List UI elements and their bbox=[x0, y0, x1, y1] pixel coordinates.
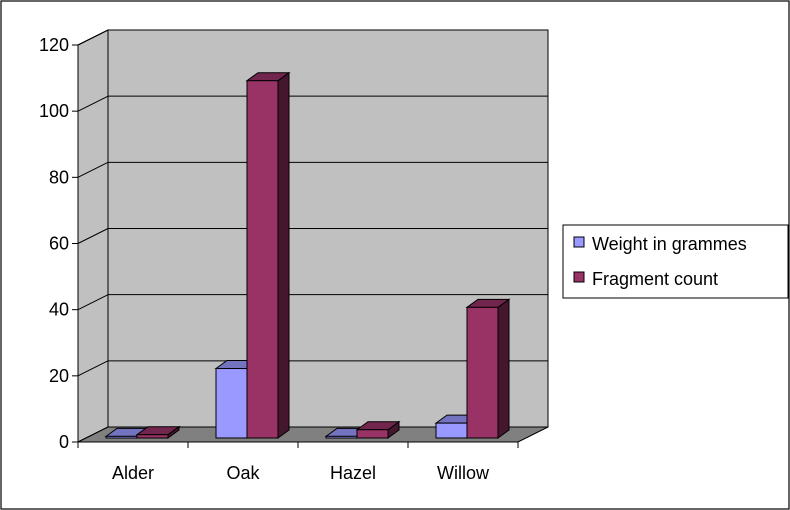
bar-fragment-count-oak bbox=[245, 71, 291, 439]
x-tick-label: Willow bbox=[437, 463, 490, 483]
bar-front-face bbox=[136, 434, 169, 439]
x-tick-label: Hazel bbox=[330, 463, 376, 483]
gridline-side bbox=[77, 360, 109, 377]
y-tick-label: 20 bbox=[49, 366, 69, 386]
bar-front-face bbox=[325, 435, 358, 439]
y-tick-label: 80 bbox=[49, 167, 69, 187]
legend-label-weight: Weight in grammes bbox=[592, 234, 747, 254]
y-tick-label: 0 bbox=[59, 432, 69, 452]
legend-swatch-fragment bbox=[573, 271, 585, 283]
legend: Weight in grammes Fragment count bbox=[562, 224, 789, 299]
gridline-side bbox=[77, 161, 109, 178]
bar-front-face bbox=[356, 429, 389, 439]
y-tick-label: 100 bbox=[39, 101, 69, 121]
gridline-side bbox=[77, 95, 109, 112]
legend-swatch-weight bbox=[573, 236, 585, 248]
y-tick-label: 120 bbox=[39, 35, 69, 55]
bar-fragment-count-alder bbox=[135, 425, 181, 439]
x-tick-label: Oak bbox=[226, 463, 260, 483]
y-tick-labels: 0 20 40 60 80 100 120 bbox=[39, 35, 69, 452]
bar-front-face bbox=[466, 306, 499, 439]
bar-side-face bbox=[497, 298, 510, 439]
legend-label-fragment: Fragment count bbox=[592, 269, 718, 289]
gridlines bbox=[77, 29, 548, 377]
bar-side-face bbox=[277, 71, 290, 439]
bar-fragment-count-willow bbox=[465, 298, 511, 439]
axes bbox=[72, 44, 519, 448]
bars bbox=[104, 71, 511, 439]
bar-front-face bbox=[105, 435, 138, 439]
bar-fragment-count-hazel bbox=[355, 420, 401, 439]
gridline-side bbox=[77, 294, 109, 311]
gridline-side bbox=[77, 29, 109, 46]
y-tick-label: 40 bbox=[49, 300, 69, 320]
legend-box bbox=[562, 224, 789, 299]
x-tick-label: Alder bbox=[112, 463, 154, 483]
bar-front-face bbox=[246, 80, 279, 439]
x-tick-labels: Alder Oak Hazel Willow bbox=[112, 463, 490, 483]
bar-front-face bbox=[435, 422, 468, 439]
bar-front-face bbox=[215, 368, 248, 439]
gridline-side bbox=[77, 228, 109, 244]
y-tick-label: 60 bbox=[49, 234, 69, 254]
